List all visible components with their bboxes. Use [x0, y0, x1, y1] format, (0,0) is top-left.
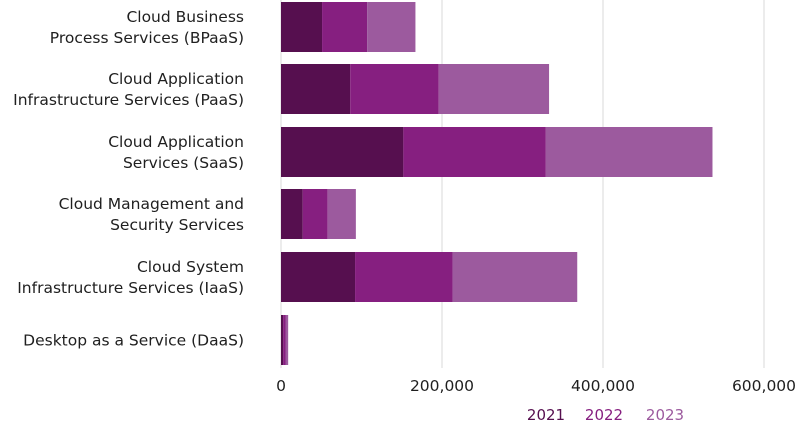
category-label-5: Desktop as a Service (DaaS)	[23, 332, 244, 350]
x-axis-tick-labels: 0 200,000 400,000 600,000	[276, 377, 796, 395]
x-tick-label-3: 600,000	[732, 377, 796, 395]
bar-2021-1	[281, 64, 351, 114]
category-label-0: Cloud Business Process Services (BPaaS)	[50, 8, 244, 47]
x-tick-label-2: 400,000	[571, 377, 635, 395]
legend-item-2022: 2022	[585, 406, 623, 424]
x-tick-label-1: 200,000	[410, 377, 474, 395]
category-label-line: Security Services	[110, 216, 244, 234]
category-label-2: Cloud Application Services (SaaS)	[108, 133, 244, 172]
category-label-line: Cloud System	[137, 258, 244, 276]
bar-2023-0	[367, 2, 416, 52]
bar-2021-4	[281, 252, 356, 302]
grid-lines	[280, 0, 765, 368]
category-label-line: Infrastructure Services (IaaS)	[17, 279, 244, 297]
bar-2022-5	[283, 315, 286, 365]
bar-2022-1	[350, 64, 439, 114]
category-label-line: Cloud Business	[126, 8, 244, 26]
bar-2022-0	[322, 2, 368, 52]
category-label-line: Services (SaaS)	[123, 154, 244, 172]
category-label-4: Cloud System Infrastructure Services (Iaa…	[17, 258, 244, 297]
bar-2021-5	[281, 315, 284, 365]
legend: 2021 2022 2023	[527, 406, 684, 424]
bar-2023-2	[545, 127, 713, 177]
legend-item-2021: 2021	[527, 406, 565, 424]
bar-2021-0	[281, 2, 323, 52]
bar-2022-2	[403, 127, 546, 177]
category-label-line: Cloud Management and	[59, 195, 244, 213]
category-label-line: Cloud Application	[108, 133, 244, 151]
category-label-1: Cloud Application Infrastructure Services…	[13, 70, 244, 109]
bar-2022-4	[355, 252, 453, 302]
bar-2023-1	[438, 64, 550, 114]
bar-2023-5	[285, 315, 289, 365]
bar-2022-3	[302, 189, 328, 239]
category-labels: Cloud Business Process Services (BPaaS)Cl…	[13, 8, 244, 350]
category-label-line: Infrastructure Services (PaaS)	[13, 91, 244, 109]
bar-2023-3	[327, 189, 356, 239]
x-tick-label-0: 0	[276, 377, 286, 395]
category-label-line: Desktop as a Service (DaaS)	[23, 332, 244, 350]
bar-2023-4	[452, 252, 578, 302]
bar-2021-2	[281, 127, 404, 177]
category-label-line: Process Services (BPaaS)	[50, 29, 244, 47]
legend-item-2023: 2023	[646, 406, 684, 424]
category-label-line: Cloud Application	[108, 70, 244, 88]
bars	[281, 2, 713, 365]
bar-2021-3	[281, 189, 303, 239]
category-label-3: Cloud Management and Security Services	[59, 195, 244, 234]
